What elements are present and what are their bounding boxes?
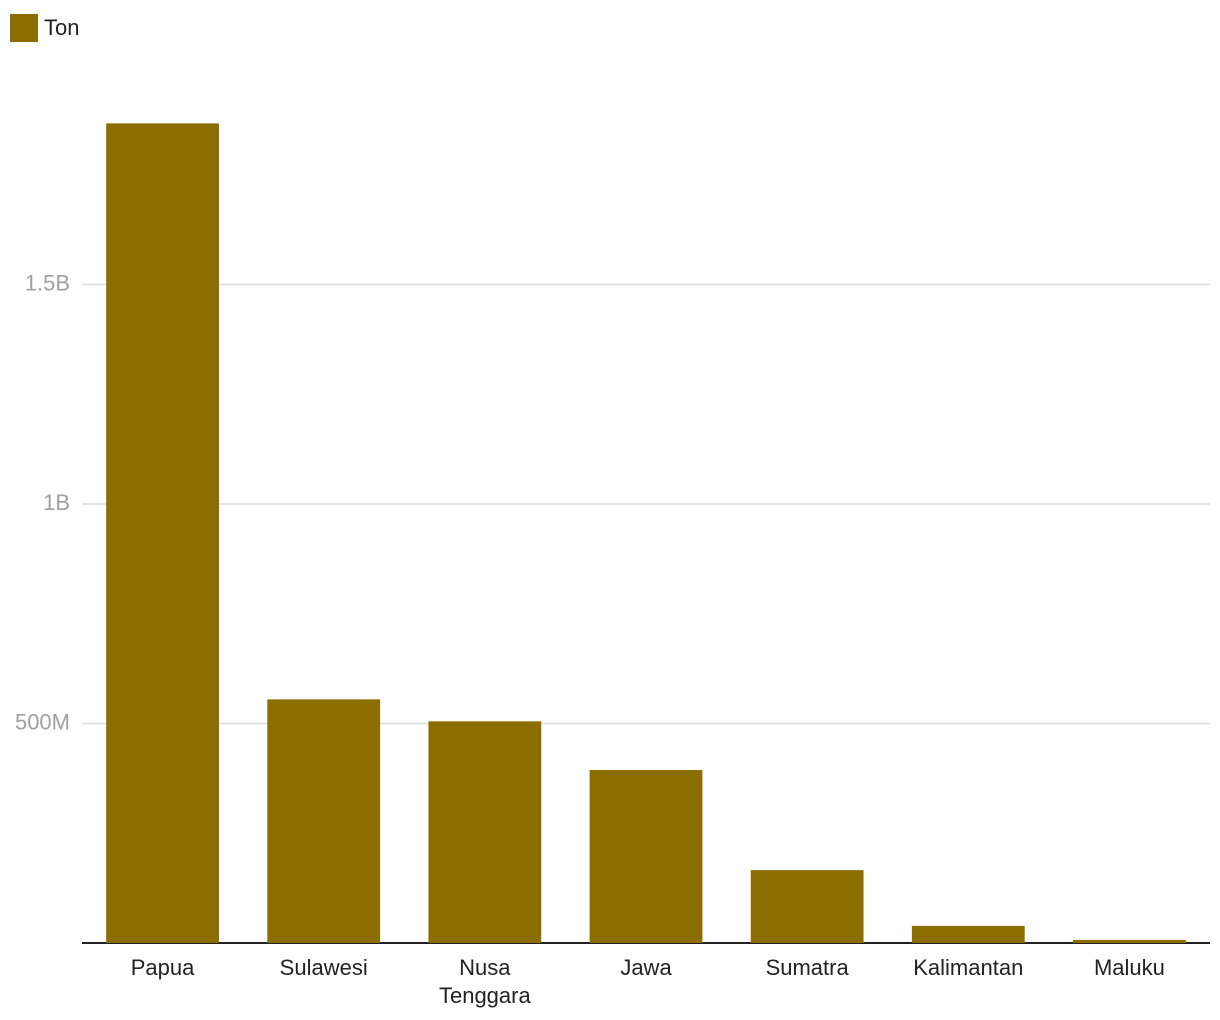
x-tick-label: Kalimantan — [913, 955, 1024, 980]
bar — [106, 123, 219, 943]
legend-swatch — [10, 14, 38, 42]
bar — [589, 770, 703, 943]
x-tick-label: Maluku — [1093, 955, 1165, 980]
y-tick-label: 1B — [43, 490, 70, 515]
legend-label: Ton — [44, 15, 79, 40]
x-tick-label: Papua — [130, 955, 195, 980]
x-tick-label: Sulawesi — [279, 955, 368, 980]
bar — [750, 870, 864, 943]
x-tick-label: Jawa — [620, 955, 672, 980]
y-tick-label: 500M — [15, 709, 70, 734]
y-tick-label: 1.5B — [25, 270, 70, 295]
bar — [911, 925, 1025, 943]
x-tick-label: Sumatra — [765, 955, 849, 980]
x-tick-label: Nusa Tenggara — [438, 955, 531, 1008]
bar — [428, 721, 542, 943]
bar — [267, 699, 381, 943]
bar — [1073, 939, 1186, 943]
